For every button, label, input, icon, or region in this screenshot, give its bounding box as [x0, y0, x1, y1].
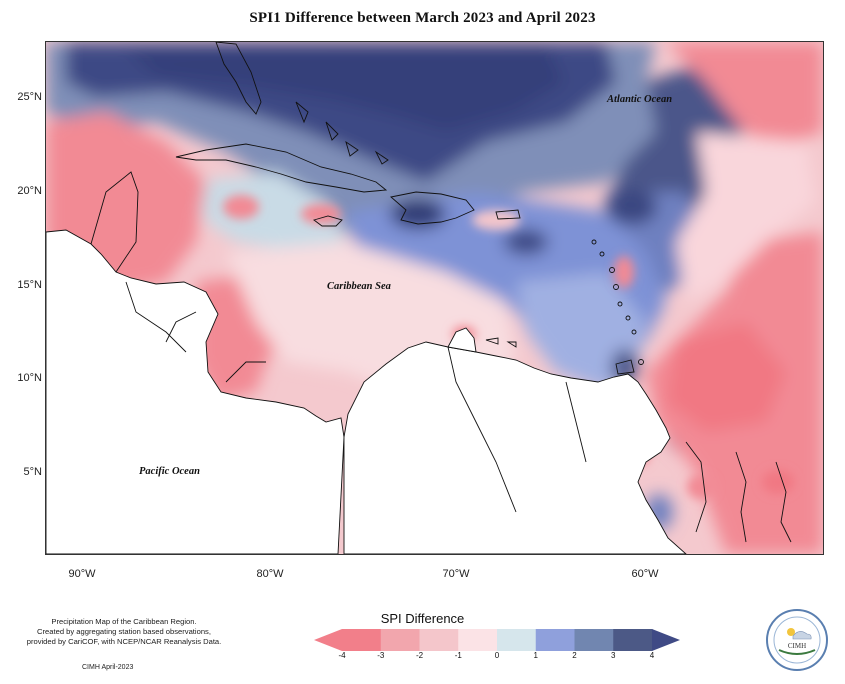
legend-segment — [419, 629, 459, 651]
legend-tick-label: 2 — [572, 651, 577, 660]
legend-tick-label: 0 — [494, 651, 500, 660]
y-tick-10n: 10°N — [17, 372, 42, 384]
y-tick-20n: 20°N — [17, 185, 42, 197]
legend-tick-label: -1 — [454, 651, 462, 660]
x-tick-90w: 90°W — [68, 568, 96, 580]
y-tick-5n: 5°N — [23, 466, 42, 478]
footer-line-1: Precipitation Map of the Caribbean Regio… — [51, 617, 197, 626]
logo-text: CIMH — [788, 642, 806, 650]
legend-segment — [613, 629, 653, 651]
legend-segment — [497, 629, 537, 651]
legend-colorbar — [314, 629, 680, 651]
y-tick-15n: 15°N — [17, 279, 42, 291]
spi-map-canvas — [46, 42, 823, 554]
coastlines — [90, 42, 792, 543]
footer-credit: CIMH April-2023 — [82, 664, 134, 671]
legend-tick-label: 1 — [533, 651, 538, 660]
legend-title: SPI Difference — [380, 611, 465, 626]
footer-line-2: Created by aggregating station based obs… — [37, 627, 211, 636]
spi-field — [46, 42, 823, 554]
x-tick-70w: 70°W — [442, 568, 470, 580]
land-mask — [46, 229, 687, 554]
legend-segment — [458, 629, 498, 651]
legend-tick-label: -2 — [415, 651, 424, 660]
spi-map: Atlantic Ocean Caribbean Sea Pacific Oce… — [45, 41, 824, 555]
x-tick-80w: 80°W — [256, 568, 284, 580]
legend-arrow-right — [652, 629, 680, 651]
caribbean-sea-label: Caribbean Sea — [327, 281, 391, 292]
x-tick-60w: 60°W — [631, 568, 659, 580]
legend-arrow-left — [314, 629, 342, 651]
y-tick-25n: 25°N — [17, 91, 42, 103]
legend-tick-label: -4 — [338, 651, 346, 660]
map-title: SPI1 Difference between March 2023 and A… — [249, 10, 596, 26]
pacific-ocean-label: Pacific Ocean — [139, 466, 200, 477]
legend-tick-label: -3 — [377, 651, 385, 660]
legend-tick-label: 4 — [649, 651, 655, 660]
cimh-logo: CIMH — [766, 609, 828, 671]
legend-segment — [380, 629, 420, 651]
legend-tick-label: 3 — [611, 651, 616, 660]
footer-line-3: provided by CariCOF, with NCEP/NCAR Rean… — [26, 637, 222, 646]
footer-note: Precipitation Map of the Caribbean Regio… — [8, 617, 240, 647]
atlantic-ocean-label: Atlantic Ocean — [607, 94, 673, 105]
legend-segment — [535, 629, 575, 651]
legend-segment — [574, 629, 614, 651]
legend-segment — [342, 629, 382, 651]
